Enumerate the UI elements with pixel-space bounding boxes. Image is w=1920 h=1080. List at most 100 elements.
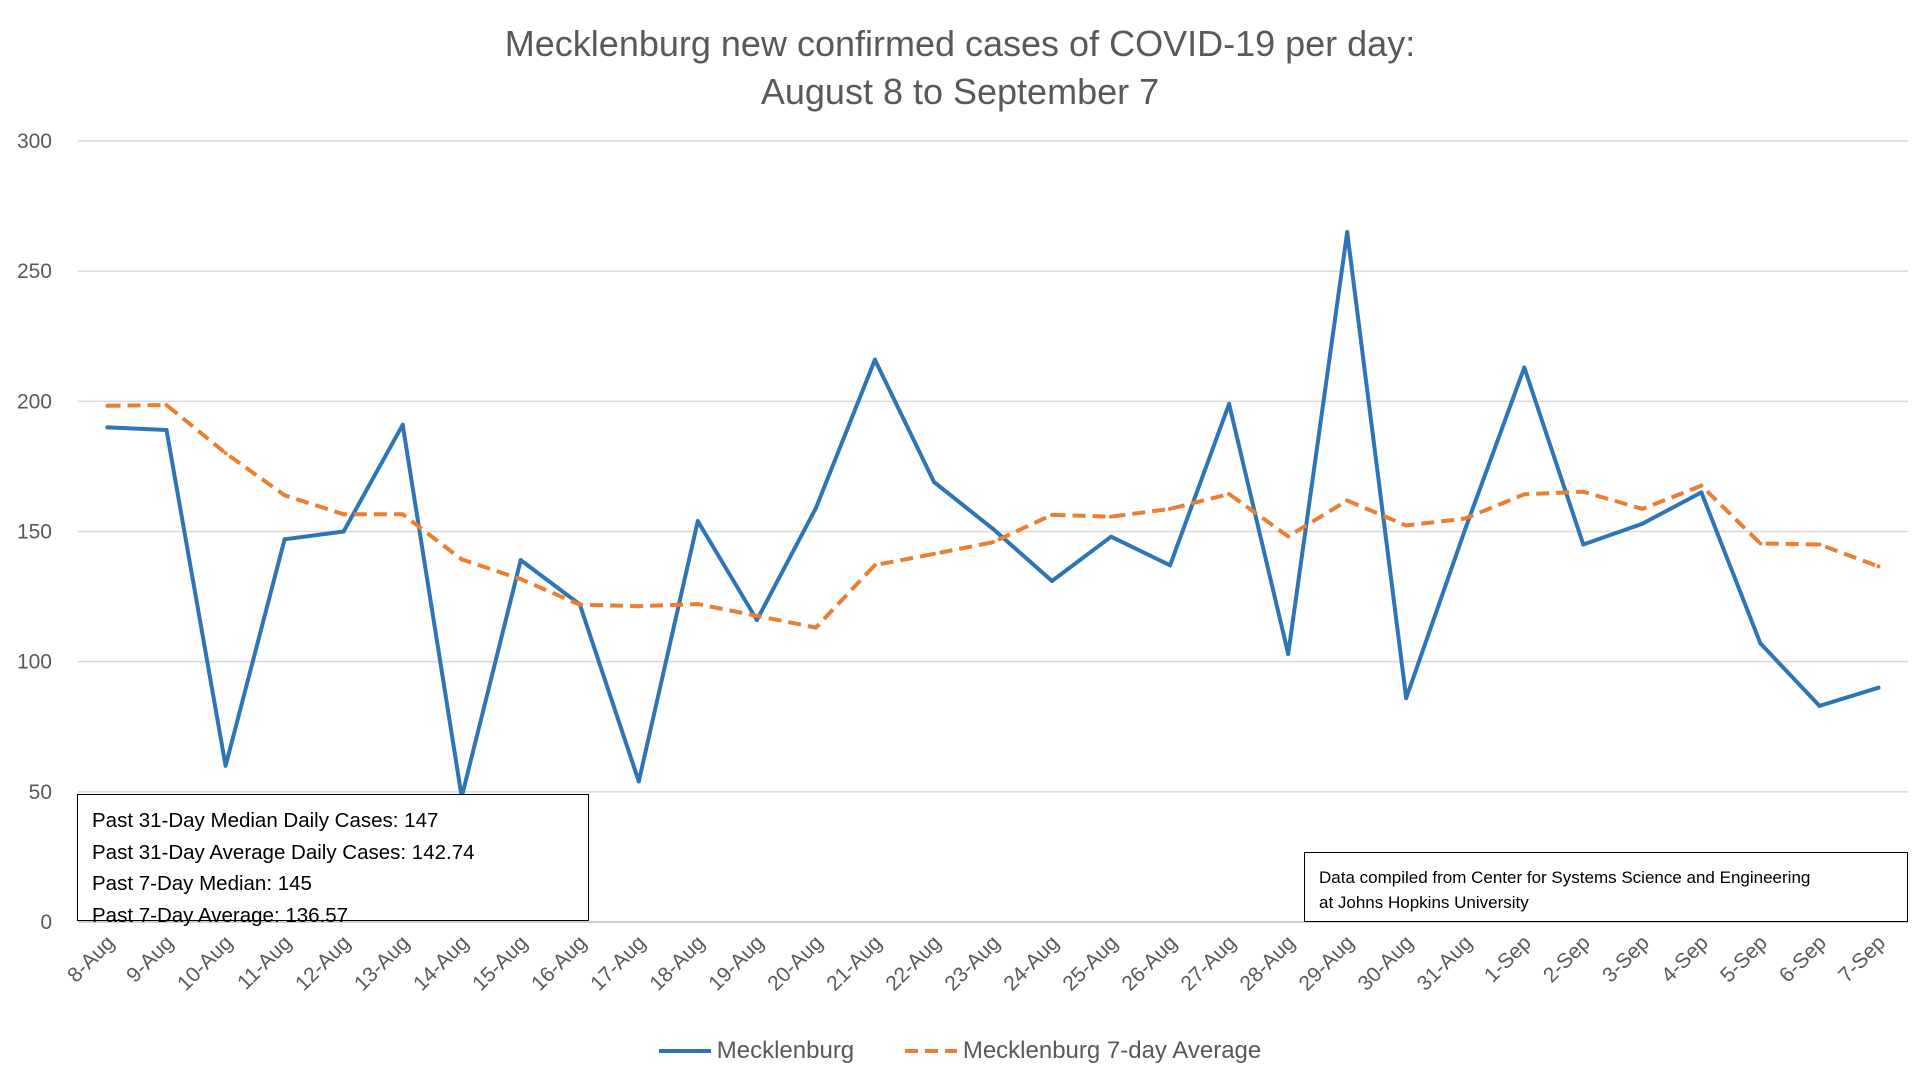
y-tick-label: 200 bbox=[17, 390, 52, 413]
x-tick-label: 7-Sep bbox=[1834, 931, 1890, 987]
data-point-mecklenburg bbox=[1227, 401, 1232, 406]
x-tick-label: 23-Aug bbox=[940, 931, 1004, 995]
data-point-mecklenburg bbox=[813, 506, 818, 511]
data-point-7day-average bbox=[1286, 534, 1291, 539]
data-point-7day-average bbox=[400, 512, 405, 517]
x-tick-label: 11-Aug bbox=[233, 931, 296, 994]
data-point-mecklenburg bbox=[636, 779, 641, 784]
x-tick-label: 28-Aug bbox=[1236, 931, 1300, 995]
x-tick-label: 27-Aug bbox=[1177, 931, 1241, 995]
data-point-mecklenburg bbox=[1286, 651, 1291, 656]
data-point-7day-average bbox=[1345, 498, 1350, 503]
x-tick-label: 8-Aug bbox=[63, 931, 119, 987]
y-tick-label: 150 bbox=[17, 521, 52, 544]
data-point-7day-average bbox=[991, 540, 995, 545]
data-point-mecklenburg bbox=[1109, 534, 1114, 539]
data-point-mecklenburg bbox=[1640, 521, 1645, 526]
y-tick-label: 250 bbox=[17, 260, 52, 283]
x-tick-label: 21-Aug bbox=[822, 931, 886, 995]
data-point-mecklenburg bbox=[1817, 703, 1822, 708]
data-point-7day-average bbox=[1640, 506, 1645, 511]
y-axis-ticks: 0 50 100 150 200 250 300 bbox=[17, 130, 52, 934]
x-tick-label: 3-Sep bbox=[1598, 931, 1654, 987]
series-line-7day-average bbox=[107, 403, 1880, 630]
x-tick-label: 29-Aug bbox=[1295, 931, 1359, 995]
data-point-7day-average bbox=[341, 512, 346, 517]
x-tick-label: 25-Aug bbox=[1058, 931, 1122, 995]
data-point-mecklenburg bbox=[1168, 563, 1173, 568]
legend-label-mecklenburg: Mecklenburg bbox=[716, 1037, 855, 1064]
data-point-7day-average bbox=[636, 604, 641, 609]
y-tick-label: 300 bbox=[17, 130, 52, 153]
data-point-mecklenburg bbox=[1876, 685, 1881, 690]
x-tick-label: 31-Aug bbox=[1413, 931, 1477, 995]
x-tick-label: 14-Aug bbox=[409, 931, 473, 995]
legend-item-7day-average: Mecklenburg 7-day Average bbox=[904, 1037, 1261, 1065]
data-point-7day-average bbox=[813, 625, 818, 630]
data-point-mecklenburg bbox=[872, 357, 877, 362]
x-tick-label: 1-Sep bbox=[1480, 931, 1536, 987]
y-tick-label: 50 bbox=[29, 781, 52, 804]
y-tick-label: 100 bbox=[17, 651, 52, 674]
data-source-note: Data compiled from Center for Systems Sc… bbox=[1304, 852, 1908, 922]
data-point-7day-average bbox=[754, 613, 759, 618]
legend-swatch-solid bbox=[658, 1049, 711, 1053]
data-point-7day-average bbox=[577, 602, 582, 607]
x-tick-label: 9-Aug bbox=[122, 931, 178, 987]
x-tick-label: 2-Sep bbox=[1539, 931, 1595, 987]
x-tick-label: 12-Aug bbox=[291, 931, 355, 995]
x-tick-label: 30-Aug bbox=[1354, 931, 1418, 995]
data-point-7day-average bbox=[223, 451, 228, 456]
data-point-7day-average bbox=[1168, 506, 1173, 511]
x-tick-label: 13-Aug bbox=[350, 931, 414, 995]
data-point-7day-average bbox=[1227, 492, 1232, 497]
data-point-mecklenburg bbox=[1404, 696, 1409, 701]
stats-line-7day-average: Past 7-Day Average: 136.57 bbox=[92, 903, 349, 927]
data-point-7day-average bbox=[695, 602, 700, 607]
data-point-mecklenburg bbox=[1050, 578, 1055, 583]
data-point-mecklenburg bbox=[223, 763, 228, 768]
data-point-7day-average bbox=[1463, 516, 1468, 521]
x-tick-label: 5-Sep bbox=[1716, 931, 1772, 987]
source-line-1: Data compiled from Center for Systems Sc… bbox=[1319, 868, 1811, 887]
legend-item-mecklenburg: Mecklenburg bbox=[658, 1037, 855, 1065]
x-tick-label: 4-Sep bbox=[1657, 931, 1713, 987]
chart-subtitle-line: August 8 to September 7 bbox=[760, 71, 1160, 112]
data-point-mecklenburg bbox=[282, 537, 287, 542]
data-point-7day-average bbox=[1109, 514, 1114, 519]
x-tick-label: 15-Aug bbox=[468, 931, 532, 995]
legend: Mecklenburg Mecklenburg 7-day Average bbox=[0, 1032, 1920, 1065]
chart-title: Mecklenburg new confirmed cases of COVID… bbox=[0, 20, 1920, 116]
stats-line-7day-median: Past 7-Day Median: 145 bbox=[92, 872, 312, 895]
data-point-mecklenburg bbox=[1758, 641, 1763, 646]
data-point-7day-average bbox=[1699, 483, 1704, 488]
data-point-7day-average bbox=[459, 557, 464, 562]
x-tick-label: 22-Aug bbox=[881, 931, 945, 995]
x-tick-label: 10-Aug bbox=[173, 931, 237, 995]
data-point-7day-average bbox=[1050, 512, 1055, 517]
data-point-mecklenburg bbox=[164, 427, 169, 432]
data-point-7day-average bbox=[1404, 523, 1409, 528]
stats-line-31day-average: Past 31-Day Average Daily Cases: 142.74 bbox=[92, 840, 475, 864]
x-tick-label: 26-Aug bbox=[1117, 931, 1181, 995]
stats-line-31day-median: Past 31-Day Median Daily Cases: 147 bbox=[92, 809, 439, 832]
data-point-7day-average bbox=[931, 551, 936, 556]
gridlines bbox=[78, 140, 1908, 923]
x-tick-label: 6-Sep bbox=[1775, 931, 1831, 987]
data-point-mecklenburg bbox=[518, 558, 523, 563]
x-tick-label: 17-Aug bbox=[586, 931, 650, 995]
data-point-7day-average bbox=[1758, 541, 1763, 546]
data-point-7day-average bbox=[1522, 492, 1527, 497]
x-axis-ticks: 8-Aug 9-Aug10-Aug11-Aug12-Aug13-Aug14-Aug… bbox=[63, 931, 1890, 995]
data-point-mecklenburg bbox=[341, 529, 346, 534]
data-point-mecklenburg bbox=[400, 422, 405, 427]
data-point-mecklenburg bbox=[105, 425, 110, 430]
source-line-2: at Johns Hopkins University bbox=[1319, 893, 1529, 912]
data-point-7day-average bbox=[1876, 564, 1881, 569]
data-point-mecklenburg bbox=[991, 526, 995, 531]
data-point-mecklenburg bbox=[1345, 230, 1350, 235]
data-point-7day-average bbox=[1817, 542, 1822, 547]
y-tick-label: 0 bbox=[40, 911, 52, 934]
series-line-mecklenburg bbox=[105, 230, 1881, 799]
